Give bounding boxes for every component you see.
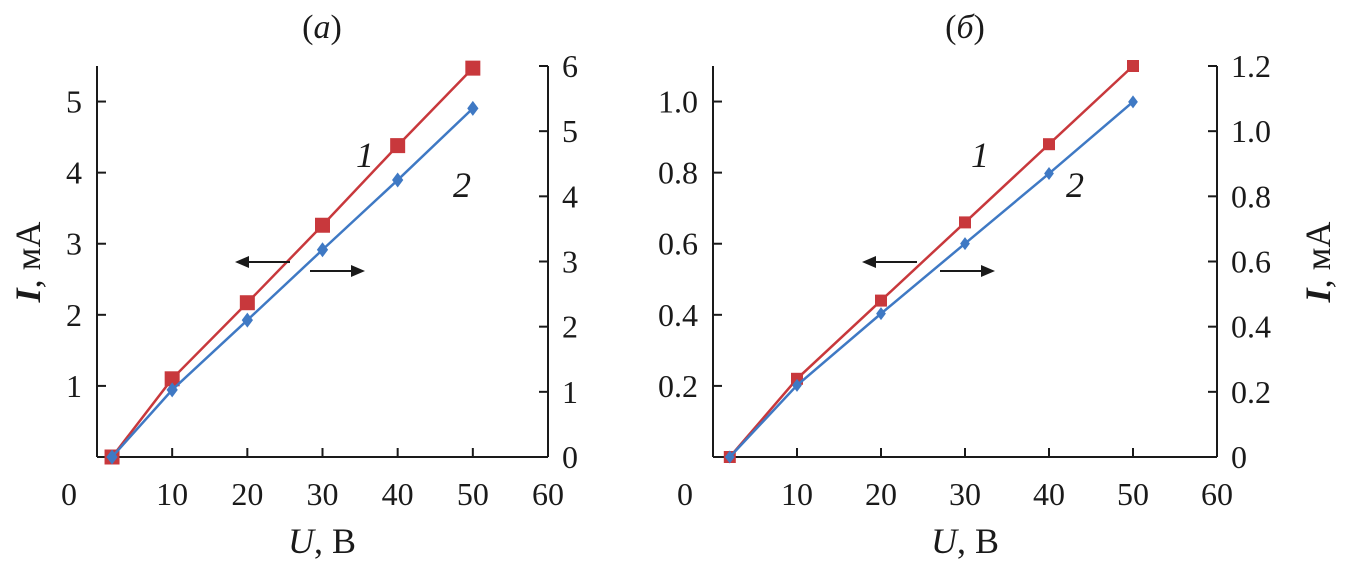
y-axis-title: I, мА — [1298, 222, 1338, 304]
y-tick-label-right: 0.8 — [1231, 178, 1271, 214]
series-2-point — [724, 450, 735, 464]
y-tick-label-right: 0.4 — [1231, 309, 1271, 345]
series-2-point — [792, 378, 802, 392]
y-tick-label-right: 1.0 — [1231, 113, 1271, 149]
arrow-left-head — [235, 256, 249, 268]
y-tick-label-left: 0.6 — [658, 226, 698, 262]
x-tick-label: 60 — [1201, 476, 1233, 512]
arrow-right-head — [981, 265, 995, 277]
y-tick-label-left: 3 — [66, 226, 82, 262]
y-tick-label-right: 0.6 — [1231, 244, 1271, 280]
y-tick-label-left: 4 — [66, 155, 82, 191]
y-tick-label-right: 2 — [562, 309, 578, 345]
y-tick-label-right: 5 — [562, 113, 578, 149]
x-tick-label: 30 — [949, 476, 981, 512]
y-tick-label-right: 1.2 — [1231, 48, 1271, 84]
series-2-point — [960, 237, 970, 251]
x-axis-title: U, В — [931, 521, 999, 561]
y-tick-label-right: 0 — [1231, 439, 1247, 475]
arrow-right-head — [351, 265, 365, 277]
series-1-point — [390, 138, 406, 154]
series-1-point — [465, 60, 481, 76]
y-tick-label-left: 1.0 — [658, 84, 698, 120]
series-1-point — [1043, 138, 1055, 151]
y-tick-label-left: 5 — [66, 84, 82, 120]
y-tick-label-right: 0.2 — [1231, 374, 1271, 410]
y-tick-label-right: 0 — [562, 439, 578, 475]
series-1-line — [111, 67, 474, 458]
y-tick-label-right: 6 — [562, 48, 578, 84]
x-tick-label: 40 — [1033, 476, 1065, 512]
series-1-point — [959, 216, 971, 229]
x-tick-label: 20 — [865, 476, 897, 512]
series-2-line — [111, 107, 474, 458]
series-1-point — [875, 294, 887, 307]
y-tick-label-left: 2 — [66, 297, 82, 333]
x-tick-label: 50 — [1117, 476, 1149, 512]
series-2-point — [876, 307, 886, 321]
x-tick-label: 20 — [231, 476, 263, 512]
series-1-line — [728, 65, 1134, 458]
x-tick-label: 10 — [156, 476, 188, 512]
x-tick-label: 0 — [677, 476, 693, 512]
panel-label: (б) — [945, 9, 985, 46]
series-2-point — [316, 242, 329, 258]
x-tick-label: 40 — [382, 476, 414, 512]
series-2-point — [166, 382, 178, 398]
panel-label: (а) — [302, 9, 342, 46]
y-tick-label-left: 0.8 — [658, 155, 698, 191]
y-axis-title: I, мА — [8, 222, 48, 304]
series-2-point — [467, 100, 479, 116]
x-tick-label: 30 — [307, 476, 339, 512]
series-1-point — [164, 371, 180, 387]
series-2-point — [106, 449, 118, 465]
x-axis-title: U, В — [288, 521, 356, 561]
x-tick-label: 10 — [781, 476, 813, 512]
series-1-point — [1127, 60, 1139, 72]
series-1-label: 1 — [971, 135, 989, 175]
y-tick-label-right: 3 — [562, 244, 578, 280]
series-1-label: 1 — [356, 135, 374, 175]
y-tick-label-left: 1 — [66, 368, 82, 404]
x-tick-label: 60 — [532, 476, 564, 512]
series-2-point — [241, 312, 253, 328]
series-2-label: 2 — [453, 165, 471, 205]
y-tick-label-right: 4 — [562, 178, 578, 214]
chart-panel-2: 0 10 20 30 40 50 60 0.2 0.4 0.6 0.8 1.0 0 0.2 0.4 0.6 0.… — [658, 9, 1338, 561]
y-tick-label-left: 0.4 — [658, 297, 698, 333]
series-1-point — [239, 295, 255, 311]
arrow-left-head — [862, 256, 876, 268]
y-tick-label-right: 1 — [562, 374, 578, 410]
series-2-point — [392, 172, 404, 188]
y-tick-label-left: 0.2 — [658, 368, 698, 404]
x-tick-label: 0 — [61, 476, 77, 512]
series-2-point — [1128, 95, 1138, 109]
x-tick-label: 50 — [457, 476, 489, 512]
series-2-line — [728, 100, 1134, 458]
series-2-point — [1044, 167, 1054, 181]
series-1-point — [315, 217, 330, 233]
series-2-label: 2 — [1066, 165, 1084, 205]
